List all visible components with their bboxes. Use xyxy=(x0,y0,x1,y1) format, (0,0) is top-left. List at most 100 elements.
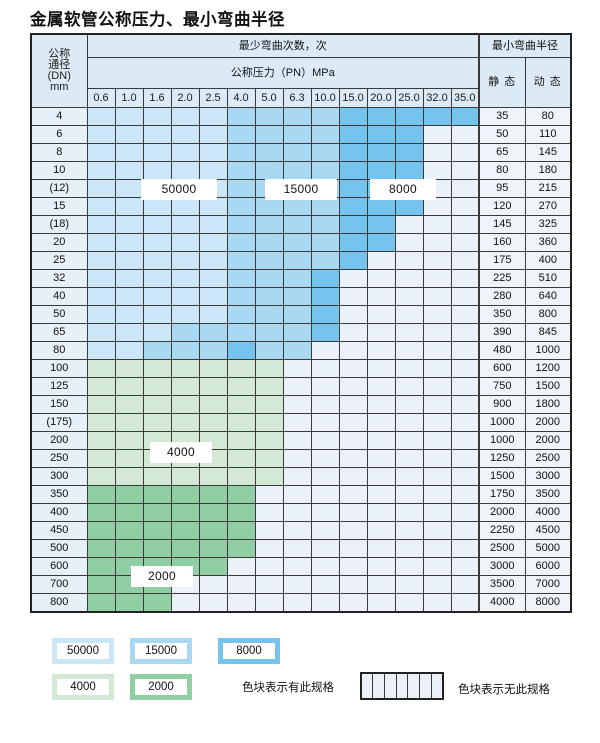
grid-cell xyxy=(338,413,368,432)
grid-cell xyxy=(226,197,256,216)
grid-cell xyxy=(254,593,284,613)
grid-cell xyxy=(366,467,396,486)
grid-cell xyxy=(142,233,172,252)
grid-cell xyxy=(114,467,144,486)
grid-cell xyxy=(422,557,452,576)
row-dynamic-radius: 2500 xyxy=(524,449,572,468)
grid-cell xyxy=(226,449,256,468)
row-dn-label: 50 xyxy=(30,305,88,324)
grid-cell xyxy=(366,395,396,414)
grid-cell xyxy=(450,233,480,252)
table-row: 125 750 1500 xyxy=(30,377,572,396)
grid-cell xyxy=(282,197,312,216)
grid-cell xyxy=(450,287,480,306)
row-dynamic-radius: 5000 xyxy=(524,539,572,558)
grid-cell xyxy=(198,557,228,576)
grid-cell xyxy=(338,197,368,216)
grid-cell xyxy=(338,215,368,234)
grid-cell xyxy=(198,539,228,558)
grid-cell xyxy=(226,215,256,234)
row-dn-label: 400 xyxy=(30,503,88,522)
row-dn-label: 200 xyxy=(30,431,88,450)
row-dynamic-radius: 3500 xyxy=(524,485,572,504)
grid-cell xyxy=(198,143,228,162)
grid-cell xyxy=(226,467,256,486)
grid-cell xyxy=(282,395,312,414)
grid-cell xyxy=(226,503,256,522)
grid-cell xyxy=(226,413,256,432)
header-dynamic: 动 态 xyxy=(524,57,572,108)
row-dn-label: 100 xyxy=(30,359,88,378)
grid-cell xyxy=(450,431,480,450)
header-pressure-2.5: 2.5 xyxy=(198,88,228,108)
grid-cell xyxy=(366,125,396,144)
grid-cell xyxy=(282,539,312,558)
table-row: 50 350 800 xyxy=(30,305,572,324)
grid-cell xyxy=(170,233,200,252)
row-dn-label: 8 xyxy=(30,143,88,162)
grid-cell xyxy=(86,215,116,234)
grid-cell xyxy=(310,485,340,504)
grid-cell xyxy=(142,125,172,144)
grid-cell xyxy=(226,323,256,342)
grid-cell xyxy=(394,395,424,414)
grid-cell xyxy=(338,575,368,594)
grid-cell xyxy=(422,251,452,270)
grid-cell xyxy=(338,287,368,306)
grid-cell xyxy=(366,107,396,126)
row-dynamic-radius: 80 xyxy=(524,107,572,126)
grid-cell xyxy=(394,503,424,522)
grid-cell xyxy=(422,197,452,216)
row-dn-label: 15 xyxy=(30,197,88,216)
grid-cell xyxy=(282,287,312,306)
grid-cell xyxy=(226,341,256,360)
grid-cell xyxy=(394,305,424,324)
grid-cell xyxy=(86,251,116,270)
grid-cell xyxy=(142,215,172,234)
grid-cell xyxy=(114,269,144,288)
grid-cell xyxy=(422,161,452,180)
grid-cell xyxy=(86,143,116,162)
row-dynamic-radius: 7000 xyxy=(524,575,572,594)
grid-cell xyxy=(114,539,144,558)
grid-cell xyxy=(170,323,200,342)
grid-cell xyxy=(366,413,396,432)
row-dynamic-radius: 400 xyxy=(524,251,572,270)
grid-cell xyxy=(86,557,116,576)
row-static-radius: 3500 xyxy=(478,575,526,594)
header-nominal-pressure: 公称压力（PN）MPa xyxy=(86,57,480,89)
grid-cell xyxy=(198,305,228,324)
page-title: 金属软管公称压力、最小弯曲半径 xyxy=(30,10,285,29)
grid-cell xyxy=(170,125,200,144)
header-pressure-25.0: 25.0 xyxy=(394,88,424,108)
grid-cell xyxy=(86,197,116,216)
row-dynamic-radius: 270 xyxy=(524,197,572,216)
grid-cell xyxy=(338,269,368,288)
table-row: 600 3000 6000 xyxy=(30,557,572,576)
grid-cell xyxy=(282,449,312,468)
grid-cell xyxy=(450,143,480,162)
grid-cell xyxy=(394,467,424,486)
grid-cell xyxy=(422,143,452,162)
grid-cell xyxy=(338,431,368,450)
row-static-radius: 280 xyxy=(478,287,526,306)
grid-cell xyxy=(450,341,480,360)
grid-cell xyxy=(338,557,368,576)
grid-cell xyxy=(226,125,256,144)
grid-cell xyxy=(170,539,200,558)
grid-cell xyxy=(114,179,144,198)
grid-cell xyxy=(86,287,116,306)
grid-cell xyxy=(226,269,256,288)
grid-cell xyxy=(338,125,368,144)
grid-cell xyxy=(310,107,340,126)
grid-cell xyxy=(254,539,284,558)
grid-cell xyxy=(310,395,340,414)
row-dynamic-radius: 1000 xyxy=(524,341,572,360)
grid-cell xyxy=(394,449,424,468)
header-static: 静 态 xyxy=(478,57,526,108)
grid-cell xyxy=(282,575,312,594)
row-dynamic-radius: 2000 xyxy=(524,413,572,432)
grid-cell xyxy=(394,575,424,594)
grid-cell xyxy=(282,305,312,324)
grid-cell xyxy=(170,485,200,504)
